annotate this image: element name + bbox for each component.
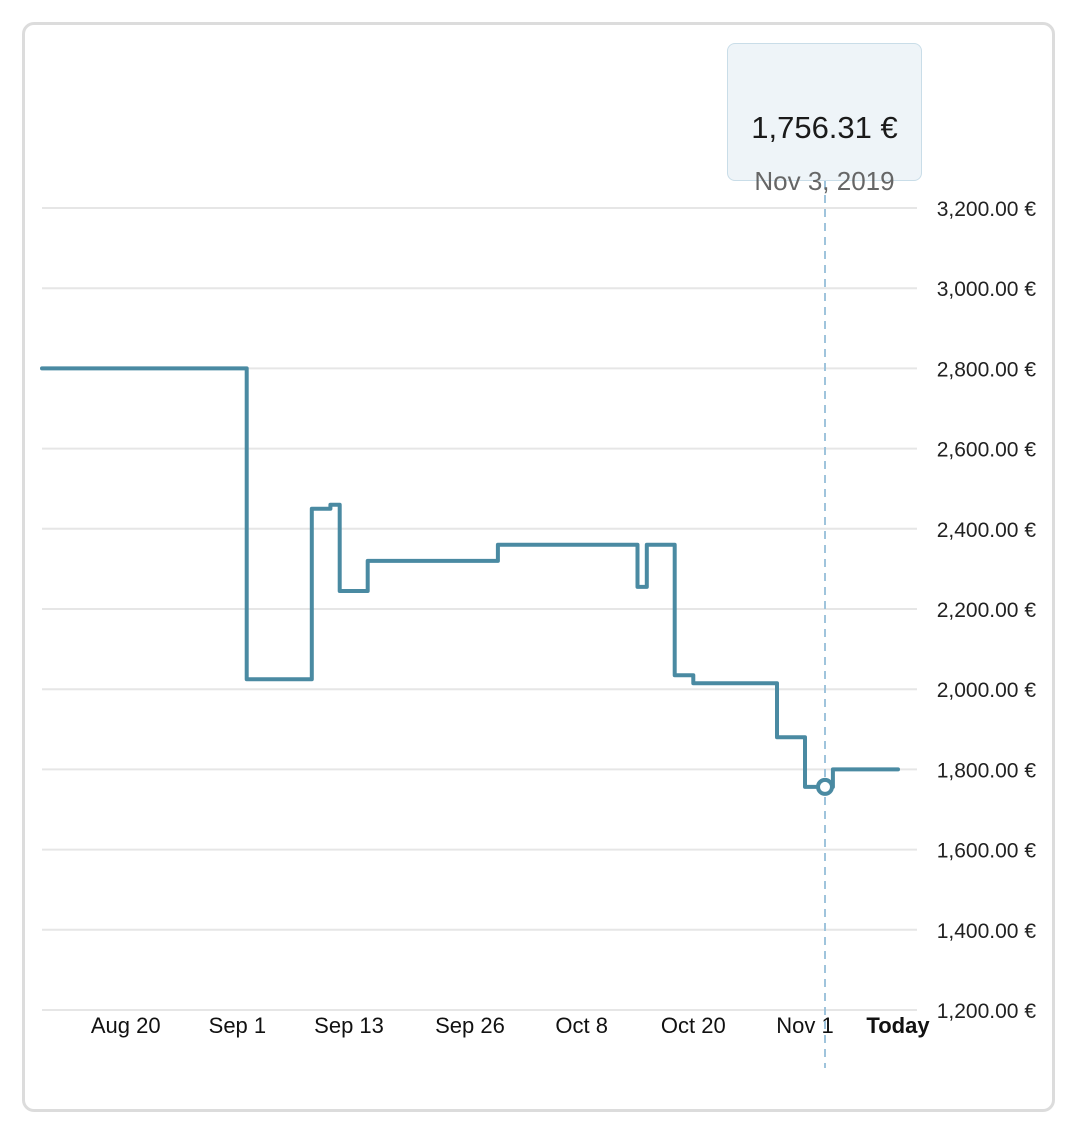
series-layer [40, 366, 900, 789]
x-tick-label: Oct 20 [661, 1013, 726, 1038]
tooltip-price: 1,756.31 € [751, 110, 898, 145]
x-tick-label: Sep 26 [435, 1013, 505, 1038]
tooltip-date: Nov 3, 2019 [754, 166, 895, 196]
y-tick-label: 2,000.00 € [937, 679, 1037, 702]
x-tick-label: Today [866, 1013, 930, 1038]
x-tick-label: Sep 13 [314, 1013, 384, 1038]
y-tick-label: 2,200.00 € [937, 599, 1037, 622]
price-tooltip: 1,756.31 € Nov 3, 2019 [727, 43, 922, 194]
y-tick-label: 2,800.00 € [937, 358, 1037, 381]
grid-lines [42, 207, 917, 1011]
y-tick-label: 3,200.00 € [937, 198, 1037, 221]
y-tick-label: 2,600.00 € [937, 439, 1037, 462]
price-line [40, 366, 900, 789]
y-tick-label: 1,600.00 € [937, 840, 1037, 863]
x-tick-label: Oct 8 [555, 1013, 608, 1038]
y-tick-label: 3,000.00 € [937, 278, 1037, 301]
y-tick-label: 1,800.00 € [937, 759, 1037, 782]
y-tick-label: 2,400.00 € [937, 519, 1037, 542]
x-tick-label: Sep 1 [209, 1013, 267, 1038]
highlight-point [816, 777, 834, 796]
y-tick-label: 1,200.00 € [937, 1000, 1037, 1023]
marker-layer [816, 777, 834, 796]
y-tick-label: 1,400.00 € [937, 920, 1037, 943]
x-tick-label: Aug 20 [91, 1013, 161, 1038]
y-axis-labels: 3,200.00 € 3,000.00 € 2,800.00 € 2,600.00 €… [937, 198, 1037, 1023]
